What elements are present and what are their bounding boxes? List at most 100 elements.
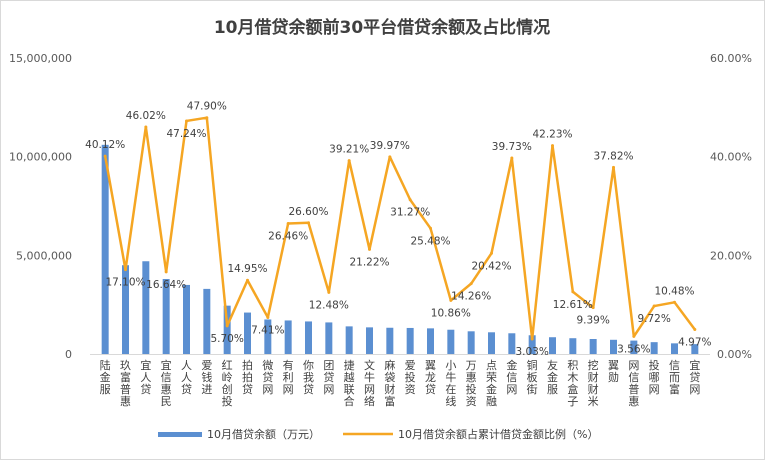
- data-label: 3.03%: [515, 346, 548, 358]
- bar: [325, 322, 333, 354]
- category-label: 小牛在线: [445, 359, 456, 408]
- left-axis-tick-label: 10,000,000: [9, 151, 72, 164]
- bar: [305, 321, 312, 354]
- bar: [671, 343, 678, 354]
- category-label: 翼勋: [608, 359, 619, 384]
- line-series: [103, 116, 696, 341]
- category-label: 红岭创投: [222, 359, 233, 408]
- data-label: 17.10%: [105, 277, 145, 289]
- data-label: 3.56%: [617, 343, 650, 355]
- category-label: 有利网: [283, 358, 294, 396]
- data-label: 26.60%: [288, 206, 328, 218]
- line-point: [591, 306, 595, 310]
- legend-bar-label: 10月借贷余额（万元）: [207, 427, 320, 441]
- data-label: 39.73%: [492, 141, 532, 153]
- category-label: 玖富普惠: [120, 359, 131, 408]
- line-point: [530, 337, 534, 341]
- bar: [610, 339, 617, 354]
- right-axis-tick-label: 20.00%: [710, 249, 752, 262]
- data-label: 31.27%: [390, 207, 430, 219]
- bar: [406, 327, 414, 354]
- left-axis-tick-label: 5,000,000: [16, 249, 72, 262]
- data-label: 12.61%: [553, 299, 593, 311]
- bar: [691, 344, 699, 354]
- data-label: 26.46%: [268, 230, 308, 242]
- bar: [589, 339, 597, 354]
- category-label: 点荣金融: [486, 359, 497, 408]
- bar: [223, 305, 231, 354]
- category-label: 金信网: [506, 358, 517, 396]
- line-point: [327, 290, 331, 294]
- bar: [162, 279, 170, 354]
- bar: [122, 265, 129, 354]
- bar: [528, 335, 536, 354]
- line-point: [510, 156, 514, 160]
- line-point: [368, 247, 371, 251]
- line-point: [652, 304, 656, 308]
- category-label: 宜贷网: [689, 358, 700, 396]
- line-point: [449, 298, 453, 302]
- right-axis-tick-label: 0.00%: [717, 348, 752, 361]
- line-point: [673, 300, 676, 304]
- bar: [569, 338, 577, 354]
- data-label: 12.48%: [309, 299, 349, 311]
- line-point: [469, 282, 473, 286]
- category-label: 捷越联合: [344, 358, 355, 408]
- data-label: 14.26%: [451, 291, 491, 303]
- category-label: 万惠投资: [466, 359, 477, 408]
- category-label: 友金服: [547, 358, 558, 396]
- data-label: 10.86%: [431, 307, 471, 319]
- data-label: 39.97%: [370, 140, 410, 152]
- bar: [427, 328, 434, 354]
- category-label: 你我贷: [303, 359, 314, 396]
- data-label: 37.82%: [593, 150, 633, 162]
- line-point: [164, 270, 168, 274]
- category-label: 人人贷: [181, 359, 192, 396]
- bar: [142, 261, 150, 354]
- bar: [101, 144, 109, 354]
- bar: [447, 329, 455, 354]
- data-label: 9.72%: [637, 313, 670, 325]
- data-label: 5.70%: [210, 333, 243, 345]
- category-label: 文牛网络: [364, 358, 375, 408]
- category-label: 信而富: [669, 359, 680, 396]
- line-point: [571, 290, 575, 294]
- line-point: [286, 221, 290, 225]
- line-point: [490, 251, 493, 255]
- data-label: 16.64%: [146, 279, 186, 291]
- category-label: 积木盒子: [567, 359, 578, 408]
- category-label: 投哪网: [649, 358, 660, 396]
- category-label: 铜板街: [527, 358, 538, 396]
- data-label: 10.48%: [654, 285, 694, 297]
- line-point: [632, 334, 636, 338]
- category-label: 爱投资: [405, 359, 416, 396]
- line-point: [144, 125, 148, 129]
- category-label: 宜人贷: [140, 358, 151, 396]
- line-point: [612, 165, 615, 169]
- data-label: 46.02%: [126, 110, 166, 122]
- category-label: 陆金服: [100, 358, 111, 396]
- chart-title: 10月借贷余额前30平台借贷余额及占比情况: [214, 17, 550, 38]
- line-point: [693, 327, 697, 331]
- line-point: [246, 278, 249, 282]
- line-point: [429, 226, 432, 230]
- right-axis-tick-label: 60.00%: [710, 52, 752, 65]
- data-label: 39.21%: [329, 144, 369, 156]
- bar: [183, 284, 190, 354]
- legend-bar-swatch: [158, 432, 202, 437]
- category-label: 微贷网: [262, 358, 273, 396]
- line-point: [205, 116, 209, 120]
- bar: [549, 337, 556, 354]
- bar: [244, 312, 251, 354]
- bar: [366, 327, 373, 354]
- category-label: 爱钱进: [201, 359, 212, 396]
- category-label: 翼龙贷: [425, 359, 436, 396]
- line-point: [124, 268, 127, 272]
- bar: [284, 320, 292, 354]
- bar: [650, 342, 658, 354]
- line-point: [408, 198, 412, 202]
- line-point: [103, 154, 107, 158]
